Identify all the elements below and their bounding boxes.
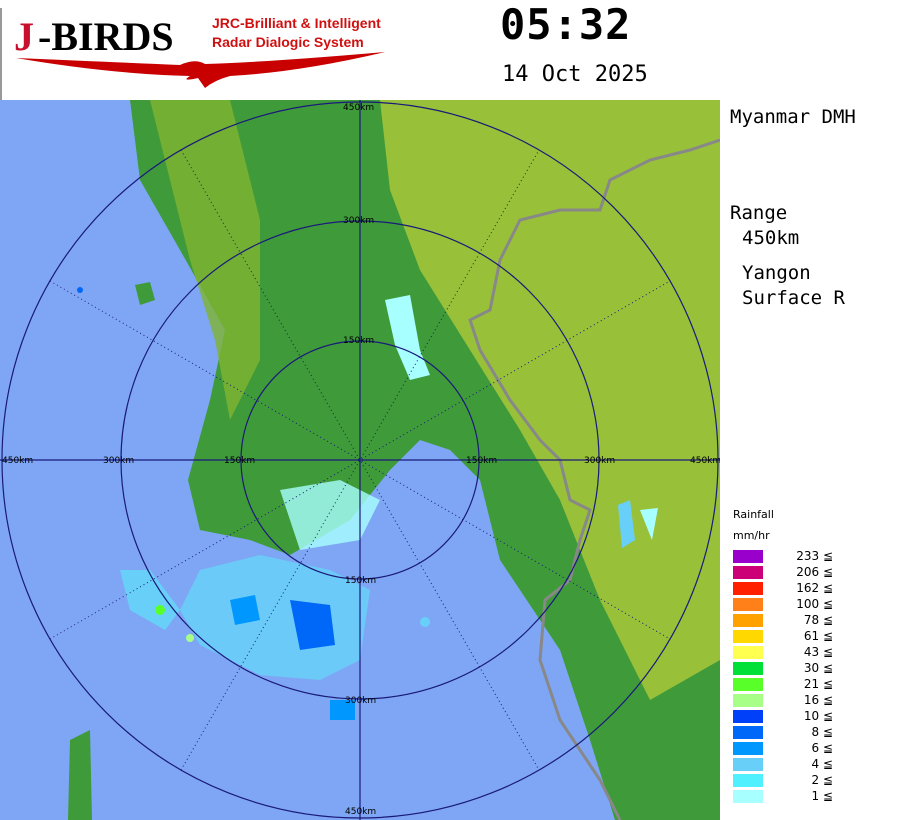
svg-text:300km: 300km xyxy=(584,456,615,466)
legend-entry: 10 ≦ xyxy=(733,709,833,723)
agency-label: Myanmar DMH xyxy=(730,106,856,128)
legend-value: 1 ≦ xyxy=(811,789,833,803)
legend-entry: 78 ≦ xyxy=(733,613,833,627)
product-label: Surface R xyxy=(742,287,845,309)
j-birds-logo: J -BIRDS JRC-Brilliant & Intelligent Rad… xyxy=(0,0,400,100)
legend-swatch xyxy=(733,678,763,691)
legend-entry: 21 ≦ xyxy=(733,677,833,691)
legend-value: 162 ≦ xyxy=(796,581,833,595)
legend-swatch xyxy=(733,598,763,611)
legend-swatch xyxy=(733,726,763,739)
legend-swatch xyxy=(733,694,763,707)
legend-entry: 8 ≦ xyxy=(733,725,833,739)
svg-text:-BIRDS: -BIRDS xyxy=(38,14,174,59)
radar-map[interactable]: 450km 300km 150km 450km 300km 150km 150k… xyxy=(0,100,720,820)
legend-swatch xyxy=(733,646,763,659)
legend-value: 43 ≦ xyxy=(803,645,833,659)
legend-swatch xyxy=(733,758,763,771)
range-label: Range xyxy=(730,202,788,224)
azimuth-spokes xyxy=(49,149,671,771)
coast-strip xyxy=(68,730,92,820)
legend-entry: 30 ≦ xyxy=(733,661,833,675)
legend-swatch xyxy=(733,630,763,643)
svg-text:450km: 450km xyxy=(2,456,33,466)
legend-entry: 4 ≦ xyxy=(733,757,833,771)
date-label: 14 Oct 2025 xyxy=(502,62,648,87)
legend-value: 61 ≦ xyxy=(803,629,833,643)
legend-swatch xyxy=(733,566,763,579)
legend-entry: 1 ≦ xyxy=(733,789,833,803)
international-border xyxy=(468,138,720,820)
svg-text:300km: 300km xyxy=(345,696,376,706)
svg-text:300km: 300km xyxy=(103,456,134,466)
rainfall-legend: Rainfall mm/hr 233 ≦ 206 ≦ 162 ≦ 100 ≦ 78 ≦ 6… xyxy=(733,508,833,803)
legend-entry: 2 ≦ xyxy=(733,773,833,787)
island xyxy=(135,282,155,305)
legend-entry: 43 ≦ xyxy=(733,645,833,659)
legend-value: 30 ≦ xyxy=(803,661,833,675)
legend-swatch xyxy=(733,710,763,723)
range-rings xyxy=(0,100,720,820)
site-label: Yangon xyxy=(742,262,811,284)
svg-text:450km: 450km xyxy=(345,807,376,817)
legend-value: 10 ≦ xyxy=(803,709,833,723)
legend-entry: 206 ≦ xyxy=(733,565,833,579)
legend-entry: 162 ≦ xyxy=(733,581,833,595)
range-labels: 450km 300km 150km 450km 300km 150km 150k… xyxy=(2,103,720,817)
legend-swatch xyxy=(733,582,763,595)
legend-value: 78 ≦ xyxy=(803,613,833,627)
legend-swatch xyxy=(733,550,763,563)
legend-swatch xyxy=(733,614,763,627)
legend-entry: 233 ≦ xyxy=(733,549,833,563)
clock-time: 05:32 xyxy=(500,0,632,49)
highlands xyxy=(380,100,720,700)
legend-value: 6 ≦ xyxy=(811,741,833,755)
legend-entry: 16 ≦ xyxy=(733,693,833,707)
legend-entry: 6 ≦ xyxy=(733,741,833,755)
svg-text:Radar Dialogic System: Radar Dialogic System xyxy=(212,34,364,50)
legend-value: 4 ≦ xyxy=(811,757,833,771)
legend-value: 100 ≦ xyxy=(796,597,833,611)
legend-title: Rainfall xyxy=(733,508,774,521)
svg-text:450km: 450km xyxy=(690,456,720,466)
svg-text:J: J xyxy=(14,14,34,59)
svg-text:450km: 450km xyxy=(343,103,374,113)
svg-text:JRC-Brilliant & Intelligent: JRC-Brilliant & Intelligent xyxy=(212,15,381,31)
legend-value: 8 ≦ xyxy=(811,725,833,739)
rain-echoes xyxy=(77,287,658,720)
legend-swatch xyxy=(733,774,763,787)
legend-value: 21 ≦ xyxy=(803,677,833,691)
legend-swatch xyxy=(733,662,763,675)
legend-entry: 100 ≦ xyxy=(733,597,833,611)
legend-value: 233 ≦ xyxy=(796,549,833,563)
legend-value: 16 ≦ xyxy=(803,693,833,707)
mountain-ridges xyxy=(150,100,260,420)
svg-text:150km: 150km xyxy=(343,336,374,346)
legend-swatch xyxy=(733,790,763,803)
legend-value: 2 ≦ xyxy=(811,773,833,787)
range-value: 450km xyxy=(742,227,800,249)
legend-swatch xyxy=(733,742,763,755)
svg-text:150km: 150km xyxy=(466,456,497,466)
svg-text:300km: 300km xyxy=(343,216,374,226)
legend-entry: 61 ≦ xyxy=(733,629,833,643)
svg-text:150km: 150km xyxy=(345,576,376,586)
svg-text:150km: 150km xyxy=(224,456,255,466)
legend-unit: mm/hr xyxy=(733,529,770,542)
legend-value: 206 ≦ xyxy=(796,565,833,579)
